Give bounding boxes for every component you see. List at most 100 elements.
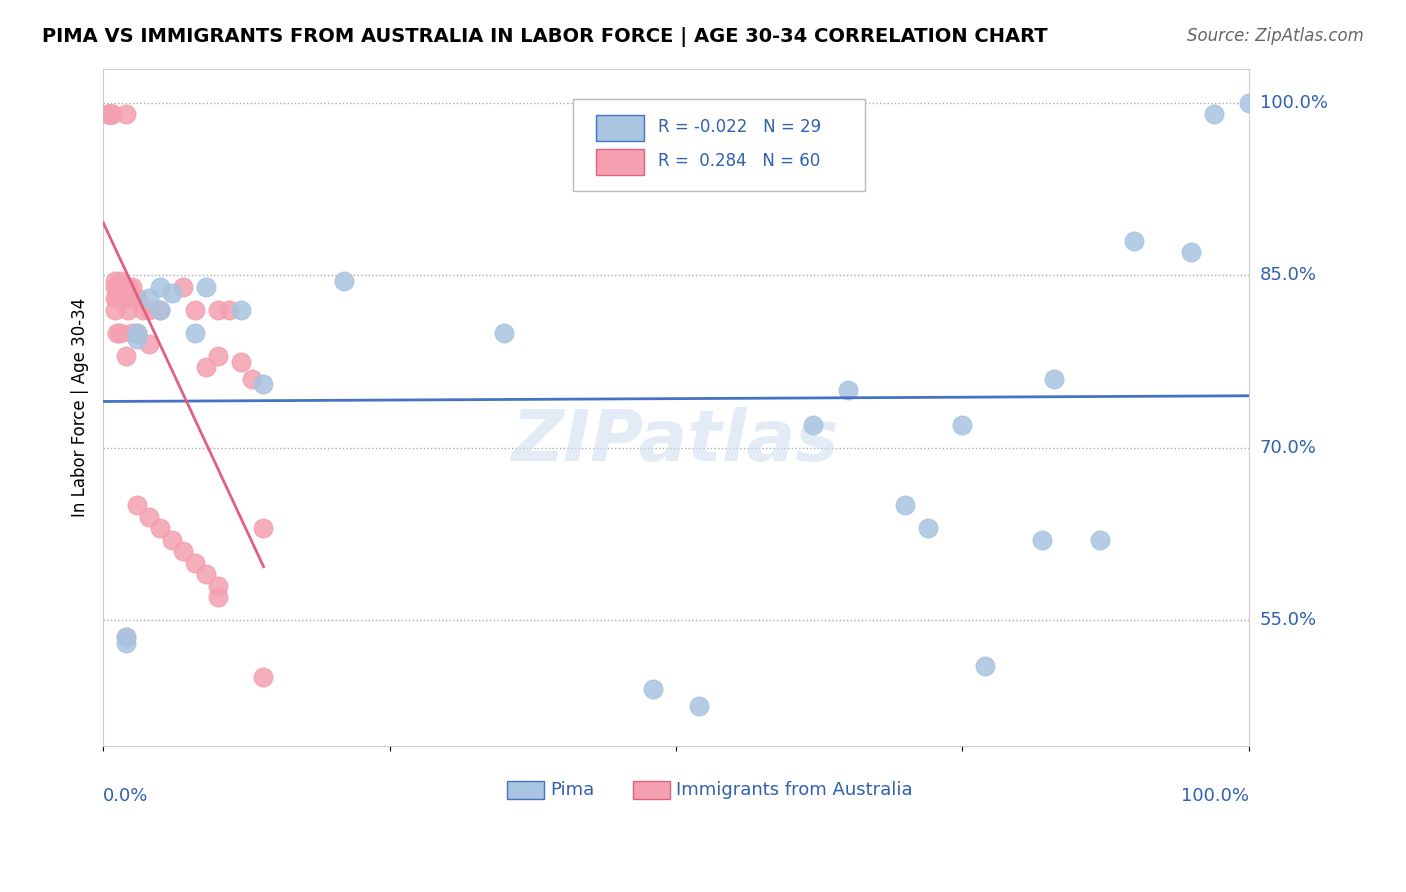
Point — [138, 302, 160, 317]
Point — [252, 521, 274, 535]
Point — [240, 372, 263, 386]
Text: R =  0.284   N = 60: R = 0.284 N = 60 — [658, 153, 820, 170]
Point — [115, 636, 138, 650]
Point — [110, 280, 132, 294]
Point — [138, 509, 160, 524]
Text: Immigrants from Australia: Immigrants from Australia — [676, 780, 912, 799]
Text: 55.0%: 55.0% — [1260, 611, 1317, 629]
Point — [97, 107, 120, 121]
Point — [117, 280, 139, 294]
Point — [110, 326, 132, 340]
FancyBboxPatch shape — [508, 781, 544, 798]
Text: 0.0%: 0.0% — [103, 787, 149, 805]
Point — [252, 377, 274, 392]
Point — [1043, 372, 1066, 386]
Point — [801, 417, 824, 432]
Point — [218, 302, 240, 317]
Point — [115, 107, 138, 121]
FancyBboxPatch shape — [634, 781, 671, 798]
Point — [837, 383, 859, 397]
Point — [184, 556, 207, 570]
Point — [229, 354, 252, 368]
Point — [127, 326, 149, 340]
Text: 100.0%: 100.0% — [1181, 787, 1249, 805]
Point — [105, 326, 128, 340]
Point — [252, 671, 274, 685]
Point — [127, 498, 149, 512]
Point — [97, 107, 120, 121]
Point — [207, 302, 229, 317]
Text: 100.0%: 100.0% — [1260, 94, 1327, 112]
Point — [207, 590, 229, 604]
Point — [97, 107, 120, 121]
Point — [97, 107, 120, 121]
Point — [115, 630, 138, 644]
Point — [101, 107, 124, 121]
Point — [184, 302, 207, 317]
Point — [112, 291, 135, 305]
Point — [229, 302, 252, 317]
Point — [149, 280, 172, 294]
Point — [149, 302, 172, 317]
Point — [195, 280, 218, 294]
Text: ZIPatlas: ZIPatlas — [512, 407, 839, 475]
Point — [103, 274, 125, 288]
FancyBboxPatch shape — [572, 99, 865, 191]
Point — [115, 349, 138, 363]
Point — [101, 107, 124, 121]
Point — [97, 107, 120, 121]
Point — [950, 417, 973, 432]
Text: R = -0.022   N = 29: R = -0.022 N = 29 — [658, 119, 821, 136]
Point — [105, 280, 128, 294]
Point — [121, 291, 143, 305]
Point — [97, 107, 120, 121]
Point — [184, 326, 207, 340]
Point — [207, 349, 229, 363]
Text: 85.0%: 85.0% — [1260, 267, 1317, 285]
Point — [103, 291, 125, 305]
Point — [132, 302, 155, 317]
Point — [115, 291, 138, 305]
Y-axis label: In Labor Force | Age 30-34: In Labor Force | Age 30-34 — [72, 298, 89, 517]
Point — [688, 699, 710, 714]
Point — [195, 567, 218, 582]
Point — [127, 332, 149, 346]
Point — [112, 280, 135, 294]
Point — [894, 498, 917, 512]
Point — [1031, 533, 1053, 547]
Point — [1180, 245, 1202, 260]
Point — [492, 326, 515, 340]
Point — [195, 360, 218, 375]
FancyBboxPatch shape — [596, 115, 644, 141]
Point — [1237, 95, 1260, 110]
Point — [103, 280, 125, 294]
Point — [207, 578, 229, 592]
Point — [105, 291, 128, 305]
Point — [332, 274, 354, 288]
Point — [138, 291, 160, 305]
Point — [1204, 107, 1226, 121]
FancyBboxPatch shape — [596, 149, 644, 175]
Point — [1123, 234, 1146, 248]
Text: Source: ZipAtlas.com: Source: ZipAtlas.com — [1187, 27, 1364, 45]
Point — [110, 291, 132, 305]
Point — [641, 681, 664, 696]
Point — [149, 302, 172, 317]
Text: PIMA VS IMMIGRANTS FROM AUSTRALIA IN LABOR FORCE | AGE 30-34 CORRELATION CHART: PIMA VS IMMIGRANTS FROM AUSTRALIA IN LAB… — [42, 27, 1047, 46]
Point — [917, 521, 939, 535]
Point — [97, 107, 120, 121]
Text: 70.0%: 70.0% — [1260, 439, 1316, 457]
Point — [974, 659, 997, 673]
Point — [110, 274, 132, 288]
Point — [97, 107, 120, 121]
Point — [97, 107, 120, 121]
Point — [121, 326, 143, 340]
Point — [149, 521, 172, 535]
Point — [172, 544, 194, 558]
Point — [160, 285, 183, 300]
Point — [121, 280, 143, 294]
Point — [101, 107, 124, 121]
Point — [127, 291, 149, 305]
Point — [117, 302, 139, 317]
Point — [1088, 533, 1111, 547]
